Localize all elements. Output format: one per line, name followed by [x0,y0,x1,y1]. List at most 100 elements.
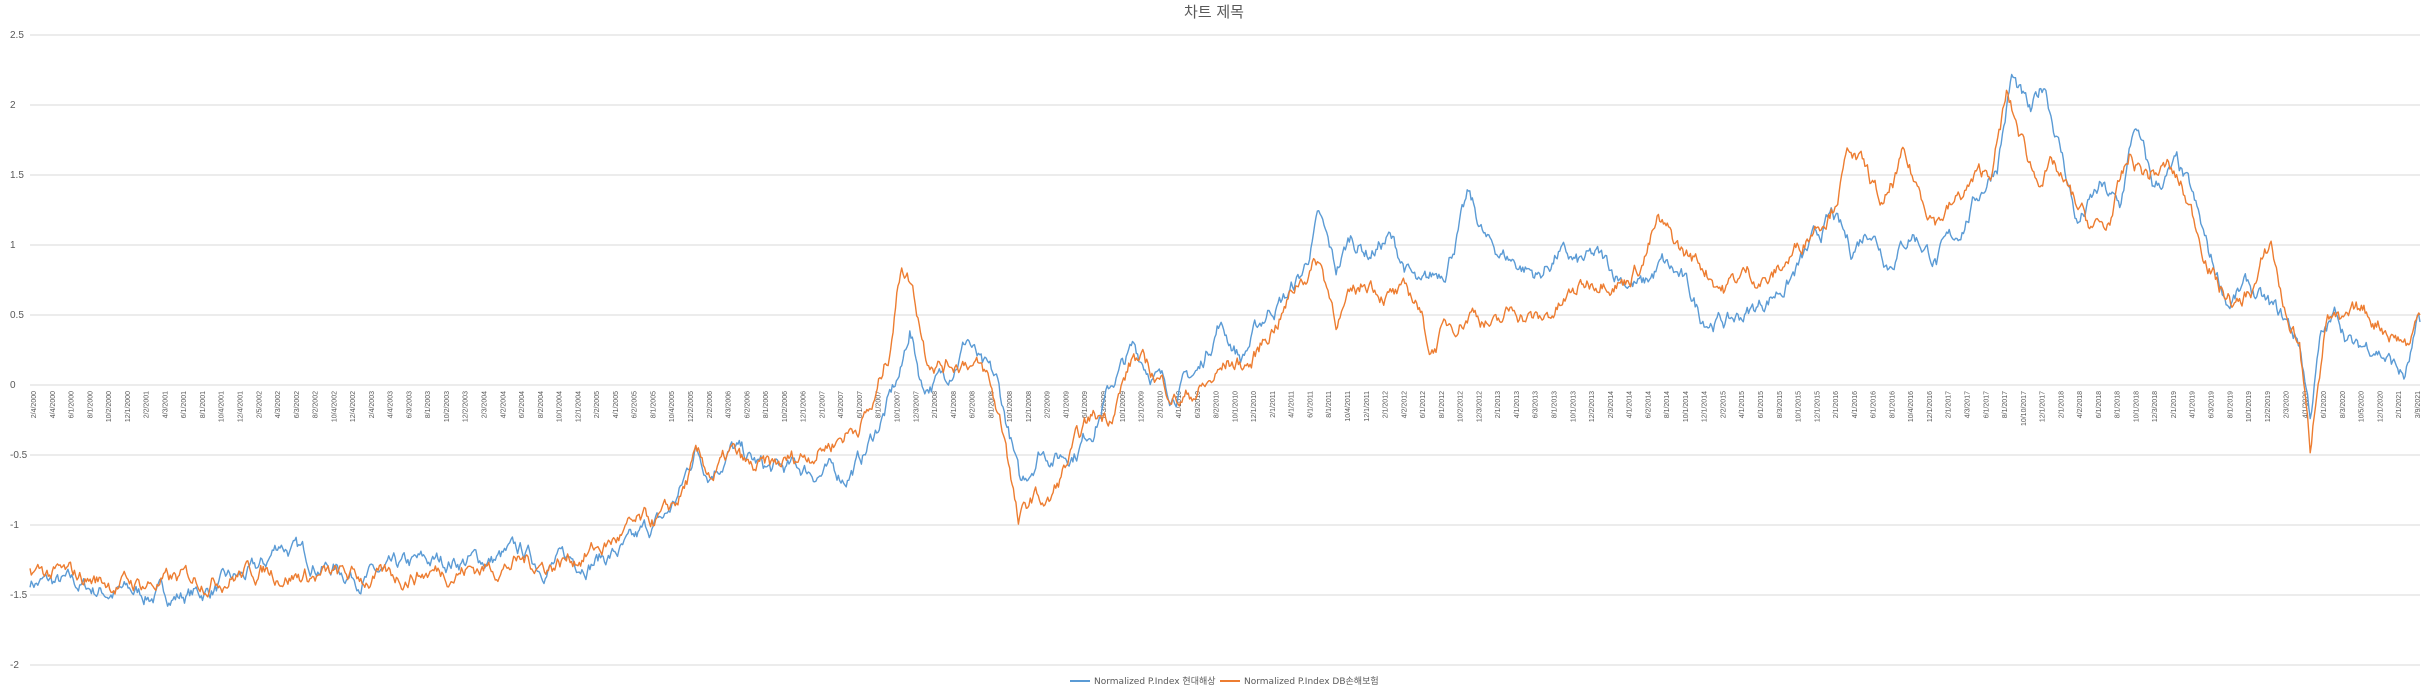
x-tick-label: 2/2/2006 [707,391,714,418]
y-tick-label: -1.5 [10,590,28,601]
x-tick-label: 2/4/2003 [369,391,376,418]
x-tick-label: 8/1/2011 [1326,391,1333,418]
x-tick-label: 12/1/2009 [1139,391,1146,422]
x-tick-label: 10/1/2014 [1683,391,1690,422]
x-tick-label: 12/1/2017 [2040,391,2047,422]
x-tick-label: 10/1/2007 [894,391,901,422]
x-tick-label: 6/2/2006 [744,391,751,418]
x-tick-label: 8/3/2020 [2340,391,2347,418]
x-tick-label: 10/4/2002 [331,391,338,422]
x-tick-label: 8/3/2015 [1777,391,1784,418]
x-tick-label: 8/1/2003 [425,391,432,418]
x-tick-label: 2/1/2011 [1270,391,1277,418]
x-tick-label: 10/1/2013 [1570,391,1577,422]
x-tick-label: 10/2/2003 [444,391,451,422]
series-line-1 [29,73,2421,607]
x-tick-label: 6/1/2000 [69,391,76,418]
x-tick-label: 12/1/2015 [1814,391,1821,422]
x-tick-label: 2/3/2014 [1608,391,1615,418]
x-tick-label: 6/3/2002 [294,391,301,418]
x-tick-label: 6/1/2009 [1082,391,1089,418]
x-axis-ticks: 2/4/2000 4/4/2000 6/1/2000 8/1/2000 10/2/200… [31,391,2422,426]
x-tick-label: 8/1/2016 [1889,391,1896,418]
y-tick-label: 2 [10,100,16,111]
x-tick-label: 8/2/2010 [1214,391,1221,418]
y-tick-label: -2 [10,660,19,671]
x-tick-label: 6/1/2018 [2096,391,2103,418]
y-tick-label: 1 [10,240,16,251]
x-tick-label: 6/1/2001 [181,391,188,418]
x-tick-label: 12/2/2019 [2265,391,2272,422]
x-tick-label: 12/1/2020 [2377,391,2384,422]
x-tick-label: 6/2/2004 [519,391,526,418]
x-tick-label: 4/1/2011 [1289,391,1296,418]
x-tick-label: 8/1/2005 [650,391,657,418]
x-tick-label: 8/1/2000 [87,391,94,418]
x-tick-label: 6/3/2003 [406,391,413,418]
x-tick-label: 12/3/2007 [913,391,920,422]
x-tick-label: 4/1/2008 [951,391,958,418]
x-tick-label: 2/2/2015 [1720,391,1727,418]
x-tick-label: 10/1/2019 [2246,391,2253,422]
x-tick-label: 6/1/2007 [857,391,864,418]
x-tick-label: 10/4/2001 [219,391,226,422]
x-tick-label: 2/1/2012 [1383,391,1390,418]
x-tick-label: 8/1/2007 [876,391,883,418]
x-tick-label: 10/2/2006 [782,391,789,422]
x-tick-label: 2/1/2019 [2171,391,2178,418]
x-tick-label: 4/1/2009 [1063,391,1070,418]
x-tick-label: 6/2/2005 [632,391,639,418]
x-tick-label: 4/3/2017 [1964,391,1971,418]
y-tick-label: 0.5 [10,310,24,321]
x-tick-label: 6/2/2008 [970,391,977,418]
x-tick-label: 6/1/2011 [1307,391,1314,418]
x-tick-label: 8/2/2004 [538,391,545,418]
x-tick-label: 10/1/2015 [1796,391,1803,422]
x-tick-label: 2/1/2017 [1946,391,1953,418]
series-lines [29,73,2421,607]
chart-title: 차트 제목 [1184,3,1244,21]
x-tick-label: 12/3/2012 [1476,391,1483,422]
x-tick-label: 2/1/2007 [819,391,826,418]
x-tick-label: 4/3/2007 [838,391,845,418]
x-tick-label: 12/2/2013 [1589,391,1596,422]
x-tick-label: 4/2/2004 [500,391,507,418]
series-line-2 [29,89,2421,598]
x-tick-label: 2/1/2018 [2058,391,2065,418]
x-tick-label: 4/3/2002 [275,391,282,418]
x-tick-label: 10/4/2016 [1908,391,1915,422]
x-tick-label: 8/1/2017 [2002,391,2009,418]
x-tick-label: 4/1/2016 [1852,391,1859,418]
x-tick-label: 6/3/2013 [1533,391,1540,418]
x-tick-label: 12/1/2006 [801,391,808,422]
x-tick-label: 10/1/2008 [1007,391,1014,422]
x-tick-label: 2/1/2008 [932,391,939,418]
y-axis-ticks: -2 -1.5 -1 -0.5 0 0.5 1 1.5 2 2.5 [10,30,28,671]
x-tick-label: 12/1/2016 [1927,391,1934,422]
x-tick-label: 6/1/2012 [1420,391,1427,418]
x-tick-label: 12/1/2010 [1251,391,1258,422]
x-tick-label: 3/9/2021 [2415,391,2422,418]
x-tick-label: 4/1/2019 [2190,391,2197,418]
x-tick-label: 10/5/2020 [2359,391,2366,422]
x-tick-label: 8/1/2014 [1664,391,1671,418]
x-tick-label: 4/4/2003 [388,391,395,418]
x-tick-label: 8/1/2001 [200,391,207,418]
x-tick-label: 2/2/2009 [1045,391,1052,418]
x-tick-label: 8/1/2018 [2115,391,2122,418]
legend-label: Normalized P.Index 현대해상 [1094,676,1216,687]
x-tick-label: 8/3/2009 [1101,391,1108,418]
x-tick-label: 10/1/2009 [1120,391,1127,422]
x-tick-label: 2/1/2010 [1157,391,1164,418]
x-tick-label: 2/2/2005 [594,391,601,418]
x-tick-label: 12/1/2011 [1364,391,1371,422]
x-tick-label: 4/4/2000 [50,391,57,418]
x-tick-label: 12/1/2004 [575,391,582,422]
x-tick-label: 8/1/2008 [988,391,995,418]
x-tick-label: 2/3/2020 [2284,391,2291,418]
y-tick-label: -1 [10,520,19,531]
y-tick-label: 0 [10,380,16,391]
x-tick-label: 10/10/2017 [2021,391,2028,426]
x-tick-label: 8/1/2019 [2227,391,2234,418]
